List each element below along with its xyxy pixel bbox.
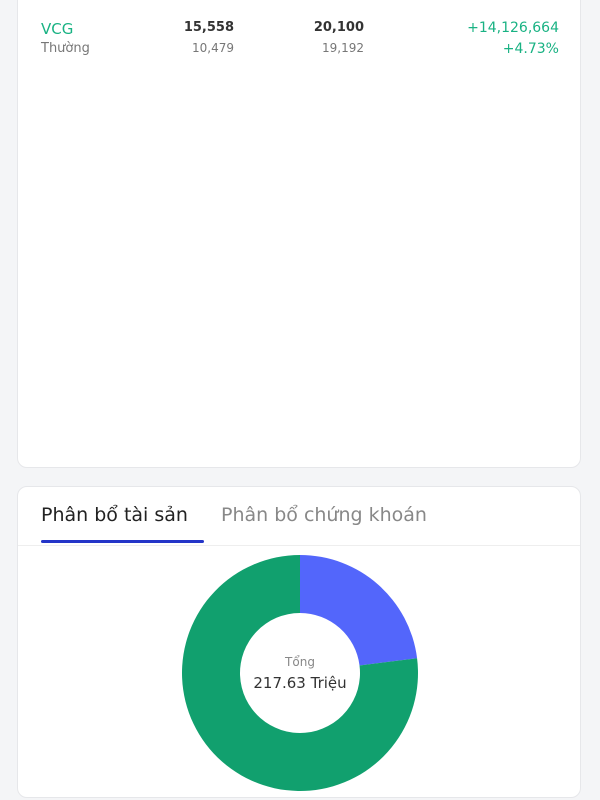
holding-row[interactable]: VCG Thường 15,558 10,479 20,100 19,192 +…: [18, 20, 580, 80]
holding-type: Thường: [41, 41, 90, 56]
quantity-sub-value: 10,479: [192, 41, 234, 55]
donut-slice-1[interactable]: [182, 555, 419, 791]
total-value: 217.63 Triệu: [253, 674, 347, 692]
allocation-tabs: Phân bổ tài sản Phân bổ chứng khoán: [18, 487, 580, 546]
avg-price-value: 19,192: [322, 41, 364, 55]
pnl-percent: +4.73%: [502, 41, 559, 57]
donut-slice-0[interactable]: [300, 555, 418, 666]
pnl-value: +14,126,664: [467, 20, 559, 36]
allocation-card: Phân bổ tài sản Phân bổ chứng khoán Tổng…: [17, 486, 581, 798]
active-tab-indicator: [41, 540, 204, 543]
quantity-value: 15,558: [183, 20, 234, 35]
total-label: Tổng: [285, 655, 315, 669]
allocation-donut-chart: [182, 555, 419, 791]
symbol[interactable]: VCG: [41, 20, 74, 38]
tab-asset-allocation[interactable]: Phân bổ tài sản: [41, 504, 188, 526]
holdings-card: VCG Thường 15,558 10,479 20,100 19,192 +…: [17, 0, 581, 468]
tab-stock-allocation[interactable]: Phân bổ chứng khoán: [221, 504, 427, 526]
price-value: 20,100: [313, 20, 364, 35]
